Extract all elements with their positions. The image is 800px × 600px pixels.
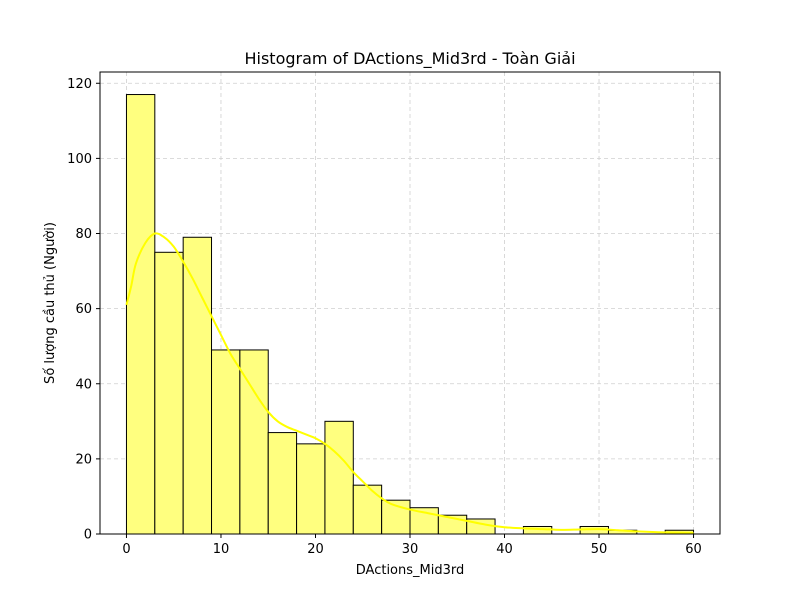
y-tick-label: 80 [75, 227, 92, 242]
kde-curve [125, 232, 694, 534]
y-tick-label: 40 [75, 377, 92, 392]
x-tick-label: 0 [122, 542, 130, 557]
histogram-bar [267, 432, 298, 535]
histogram-bar [352, 484, 383, 535]
x-axis-ticks: 0 10 20 30 40 50 60 [122, 534, 702, 557]
y-tick-label: 120 [67, 77, 92, 92]
histogram-bar [125, 94, 156, 535]
histogram-bar [324, 420, 354, 535]
histogram-bar [182, 236, 213, 535]
x-tick-label: 10 [213, 542, 230, 557]
x-tick-label: 50 [591, 542, 608, 557]
x-tick-label: 30 [402, 542, 419, 557]
histogram-bar [239, 349, 269, 535]
y-axis-ticks: 0 20 40 60 80 100 120 [67, 77, 100, 543]
histogram-bars [125, 94, 695, 535]
x-tick-label: 40 [496, 542, 513, 557]
kde-curve-group [125, 232, 694, 534]
histogram-bar [154, 251, 184, 535]
histogram-bar [211, 349, 241, 535]
x-tick-label: 20 [307, 542, 324, 557]
x-axis-label: DActions_Mid3rd [356, 563, 465, 578]
y-axis-label: Số lượng cầu thủ (Người) [43, 222, 58, 384]
y-tick-label: 60 [75, 302, 92, 317]
y-tick-label: 20 [75, 452, 92, 467]
chart-title: Histogram of DActions_Mid3rd - Toàn Giải [244, 49, 575, 69]
y-tick-label: 0 [84, 528, 92, 543]
y-tick-label: 100 [67, 152, 92, 167]
histogram-bar [296, 443, 326, 535]
x-tick-label: 60 [685, 542, 702, 557]
